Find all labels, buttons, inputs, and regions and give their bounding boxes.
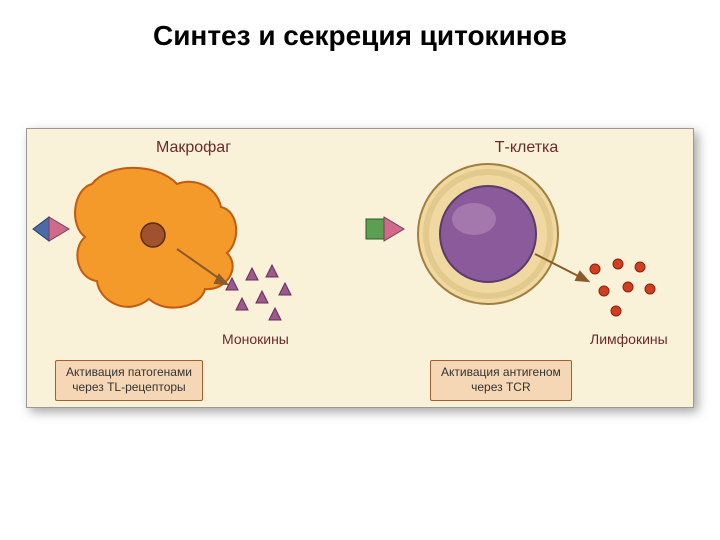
tcell-panel: Т-клетка Лимфокины Активация ант	[360, 129, 693, 407]
tl-activation-box: Активация патогенами через TL-рецепторы	[55, 360, 203, 401]
lymphokines-icon	[590, 259, 655, 316]
monokines-icon	[226, 265, 291, 320]
macrophage-nucleus-icon	[141, 223, 165, 247]
page-title: Синтез и секреция цитокинов	[0, 20, 720, 52]
monokines-label: Монокины	[222, 331, 289, 347]
macrophage-panel: Макрофаг Монокины Активация патогенами ч…	[27, 129, 360, 407]
lymphokines-label: Лимфокины	[590, 331, 668, 347]
tcr-receptor-icon	[366, 217, 404, 241]
tl-receptor-icon	[33, 217, 69, 241]
tcr-activation-box: Активация антигеном через TCR	[430, 360, 572, 401]
tcell-nucleus-icon	[440, 186, 536, 282]
tcell-highlight-icon	[452, 203, 496, 235]
diagram-panel: Макрофаг Монокины Активация патогенами ч…	[26, 128, 694, 408]
